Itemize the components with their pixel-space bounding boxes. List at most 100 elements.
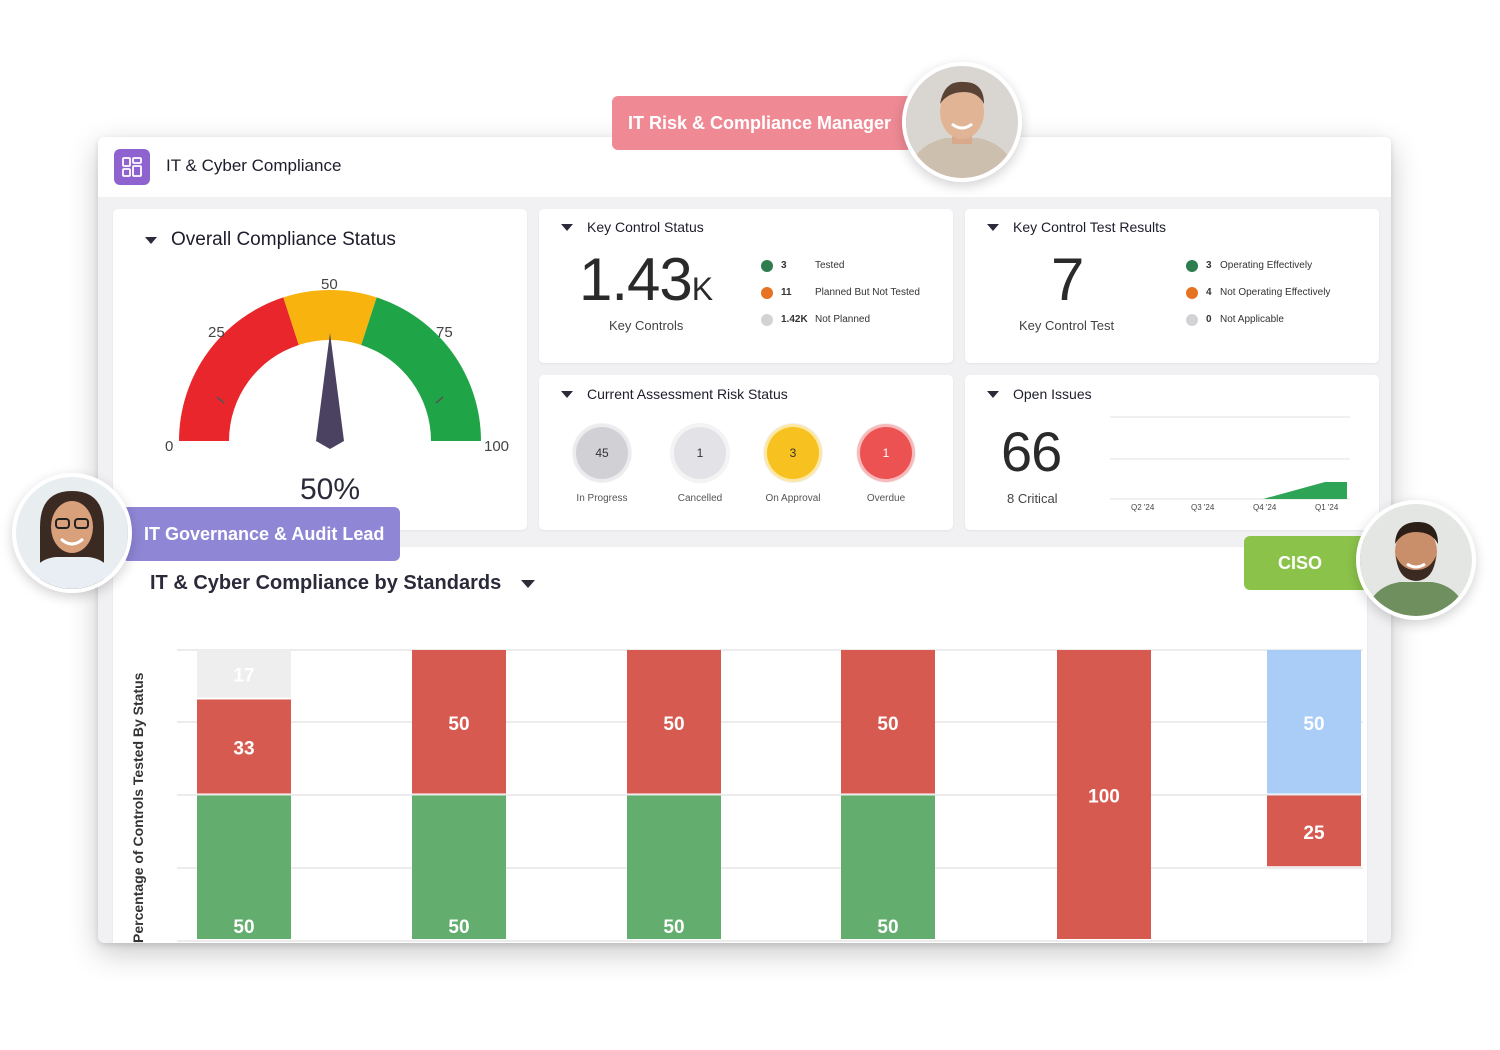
risk-status-card: Current Assessment Risk Status 45 In Pro… <box>539 375 953 530</box>
legend-dot-icon <box>1186 313 1198 326</box>
bar-segment[interactable] <box>412 795 506 940</box>
key-control-status-header[interactable]: Key Control Status <box>561 219 704 235</box>
key-control-test-legend: 3 Operating Effectively 4 Not Operating Ef… <box>1186 252 1330 333</box>
open-issues-value: 66 <box>1001 420 1062 483</box>
overall-compliance-header[interactable]: Overall Compliance Status <box>145 229 396 251</box>
open-issues-header[interactable]: Open Issues <box>987 386 1092 402</box>
persona-risk-manager-pill: IT Risk & Compliance Manager <box>612 96 912 150</box>
bar-value-label: 50 <box>877 917 898 938</box>
collapse-triangle-icon[interactable] <box>987 390 999 398</box>
open-issues-trend-chart: Q2 '24 Q3 '24 Q4 '24 Q1 '24 <box>1110 416 1350 512</box>
risk-in-progress-count[interactable]: 45 <box>573 424 631 482</box>
open-issues-area <box>1263 482 1347 499</box>
standards-header[interactable]: IT & Cyber Compliance by Standards <box>150 572 536 595</box>
bar-value-label: 25 <box>1303 823 1325 844</box>
collapse-triangle-icon[interactable] <box>561 390 573 398</box>
key-control-test-title: Key Control Test Results <box>1013 219 1167 235</box>
gauge-tick-75-mark <box>435 396 444 404</box>
bar-segment[interactable] <box>1057 650 1151 939</box>
key-control-test-label: Key Control Test <box>1019 318 1115 333</box>
risk-cancelled-count[interactable]: 1 <box>671 424 729 482</box>
collapse-triangle-icon[interactable] <box>561 223 573 231</box>
bar-segment[interactable] <box>841 795 935 940</box>
bar-value-label: 33 <box>233 738 254 759</box>
gauge-segment-mid <box>283 290 377 345</box>
bar-segment[interactable] <box>1267 795 1361 867</box>
risk-overdue-label: Overdue <box>866 493 906 504</box>
legend-dot-icon <box>1186 286 1198 299</box>
key-control-test-header[interactable]: Key Control Test Results <box>987 219 1166 235</box>
risk-in-progress-label: In Progress <box>576 493 628 504</box>
key-controls-label: Key Controls <box>609 318 684 333</box>
risk-overdue-count[interactable]: 1 <box>857 424 915 482</box>
x-label: Q3 '24 <box>1191 503 1215 512</box>
bar-value-label: 50 <box>663 917 684 938</box>
legend-item: 11 Planned But Not Tested <box>761 279 920 306</box>
bar-value-label: 17 <box>233 666 254 687</box>
bar-segment[interactable] <box>627 650 721 794</box>
legend-dot-icon <box>761 259 773 272</box>
bar-segment[interactable] <box>412 650 506 794</box>
key-control-status-legend: 3 Tested 11 Planned But Not Tested 1.42K No… <box>761 252 920 333</box>
gauge-segment-low <box>179 297 299 441</box>
compliance-gauge: 0 25 50 75 100 50% <box>165 276 509 506</box>
dashboard-grid-icon[interactable] <box>114 149 150 185</box>
key-control-test-value: 7 <box>1051 246 1084 313</box>
legend-item: 3 Operating Effectively <box>1186 252 1330 279</box>
persona-ciso-pill: CISO <box>1244 536 1372 590</box>
persona-audit-lead-pill: IT Governance & Audit Lead <box>122 507 400 561</box>
bar-segment[interactable] <box>197 650 291 698</box>
legend-dot-icon <box>761 313 773 326</box>
bar-segment[interactable] <box>197 795 291 940</box>
gauge-tick-25: 25 <box>208 324 225 341</box>
bar-segment[interactable] <box>627 795 721 940</box>
gauge-title: Overall Compliance Status <box>171 229 396 250</box>
bar-value-label: 50 <box>663 714 684 735</box>
overall-compliance-card: Overall Compliance Status 0 25 50 75 100… <box>113 209 527 530</box>
audit-lead-avatar <box>12 473 132 593</box>
open-issues-card: Open Issues 66 8 Critical Q2 '24 Q3 '24 … <box>965 375 1379 530</box>
gauge-tick-50: 50 <box>321 276 338 293</box>
legend-dot-icon <box>1186 259 1198 272</box>
key-controls-value: 1.43K <box>579 246 713 313</box>
collapse-triangle-icon[interactable] <box>987 223 999 231</box>
bar-segment[interactable] <box>1267 650 1361 794</box>
gauge-tick-25-mark <box>216 396 225 404</box>
gauge-needle <box>316 333 344 449</box>
risk-on-approval-count[interactable]: 3 <box>764 424 822 482</box>
key-control-test-card: Key Control Test Results 7 Key Control T… <box>965 209 1379 363</box>
open-issues-title: Open Issues <box>1013 386 1092 402</box>
ciso-avatar <box>1356 500 1476 620</box>
standards-title: IT & Cyber Compliance by Standards <box>150 572 502 594</box>
bar-value-label: 50 <box>448 917 469 938</box>
collapse-triangle-icon[interactable] <box>145 236 157 244</box>
standards-card: IT & Cyber Compliance by Standards Perce… <box>113 547 1367 943</box>
bar-value-label: 50 <box>1303 714 1324 735</box>
gauge-tick-100: 100 <box>484 438 509 455</box>
x-label: Q2 '24 <box>1131 503 1155 512</box>
x-label: Q1 '24 <box>1315 503 1339 512</box>
risk-status-title: Current Assessment Risk Status <box>587 386 788 402</box>
bar-segment[interactable] <box>197 699 291 794</box>
bar-value-label: 50 <box>877 714 898 735</box>
standards-bar-chart: Percentage of Controls Tested By Status … <box>130 649 1363 943</box>
risk-on-approval-label: On Approval <box>765 493 821 504</box>
legend-item: 0 Not Applicable <box>1186 306 1330 333</box>
gauge-segment-high <box>361 297 481 441</box>
dropdown-triangle-icon[interactable] <box>521 579 536 588</box>
bar-value-label: 50 <box>448 714 469 735</box>
legend-item: 3 Tested <box>761 252 920 279</box>
gauge-tick-0: 0 <box>165 438 173 455</box>
legend-item: 1.42K Not Planned <box>761 306 920 333</box>
bar-segment[interactable] <box>841 650 935 794</box>
y-axis-label: Percentage of Controls Tested By Status <box>130 672 146 943</box>
gauge-value: 50% <box>300 473 360 506</box>
bar-value-label: 50 <box>233 917 254 938</box>
open-issues-critical: 8 Critical <box>1007 491 1058 506</box>
gauge-tick-75: 75 <box>436 324 453 341</box>
dashboard-window: IT & Cyber Compliance Overall Compliance… <box>98 137 1391 943</box>
app-title: IT & Cyber Compliance <box>166 156 342 175</box>
risk-status-header[interactable]: Current Assessment Risk Status <box>561 386 788 402</box>
bar-value-label: 100 <box>1088 787 1120 808</box>
